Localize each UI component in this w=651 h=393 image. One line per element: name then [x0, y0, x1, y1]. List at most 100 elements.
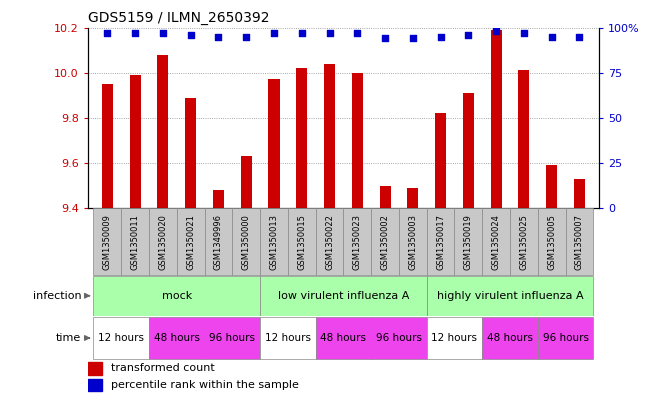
Point	[408, 35, 418, 42]
Text: 48 hours: 48 hours	[154, 333, 200, 343]
Bar	[482, 208, 510, 275]
Text: GSM1350007: GSM1350007	[575, 214, 584, 270]
Point	[158, 30, 168, 36]
Text: GDS5159 / ILMN_2650392: GDS5159 / ILMN_2650392	[88, 11, 270, 25]
Bar	[88, 378, 102, 391]
Point	[324, 30, 335, 36]
Bar	[324, 64, 335, 208]
Text: GSM1350023: GSM1350023	[353, 214, 362, 270]
Text: GSM1350005: GSM1350005	[547, 214, 556, 270]
Point	[546, 33, 557, 40]
Bar	[426, 317, 482, 359]
Bar	[344, 208, 371, 275]
Bar	[185, 97, 196, 208]
Point	[241, 33, 251, 40]
Text: mock: mock	[161, 291, 192, 301]
Bar	[463, 93, 474, 208]
Bar	[94, 276, 260, 316]
Text: GSM1350013: GSM1350013	[270, 214, 279, 270]
Bar	[260, 208, 288, 275]
Point	[352, 30, 363, 36]
Text: infection: infection	[33, 291, 81, 301]
Bar	[213, 190, 224, 208]
Point	[574, 33, 585, 40]
Point	[214, 33, 224, 40]
Bar	[288, 208, 316, 275]
Text: 96 hours: 96 hours	[376, 333, 422, 343]
Bar	[518, 70, 529, 208]
Text: GSM1350011: GSM1350011	[131, 214, 139, 270]
Bar	[546, 165, 557, 208]
Bar	[566, 208, 593, 275]
Bar	[316, 317, 371, 359]
Text: GSM1350009: GSM1350009	[103, 214, 112, 270]
Bar	[408, 188, 419, 208]
Bar	[149, 317, 204, 359]
Text: 12 hours: 12 hours	[432, 333, 477, 343]
Text: GSM1350020: GSM1350020	[158, 214, 167, 270]
Bar	[352, 73, 363, 208]
Point	[491, 28, 501, 34]
Text: highly virulent influenza A: highly virulent influenza A	[437, 291, 583, 301]
Text: GSM1350025: GSM1350025	[519, 214, 529, 270]
Bar	[296, 68, 307, 208]
Bar	[88, 362, 102, 375]
Bar	[268, 79, 279, 208]
Point	[380, 35, 390, 42]
Bar	[426, 276, 593, 316]
Point	[186, 31, 196, 38]
Text: GSM1350000: GSM1350000	[242, 214, 251, 270]
Bar	[260, 276, 426, 316]
Text: 12 hours: 12 hours	[265, 333, 311, 343]
Bar	[204, 317, 260, 359]
Bar	[204, 208, 232, 275]
Text: 48 hours: 48 hours	[320, 333, 367, 343]
Bar	[482, 317, 538, 359]
Text: GSM1349996: GSM1349996	[214, 214, 223, 270]
Bar	[94, 317, 149, 359]
Bar	[158, 55, 169, 208]
Bar	[399, 208, 426, 275]
Bar	[435, 113, 446, 208]
Point	[102, 30, 113, 36]
Text: GSM1350022: GSM1350022	[325, 214, 334, 270]
Bar	[177, 208, 204, 275]
Text: GSM1350024: GSM1350024	[492, 214, 501, 270]
Text: GSM1350002: GSM1350002	[381, 214, 389, 270]
Text: 96 hours: 96 hours	[542, 333, 589, 343]
Bar	[380, 185, 391, 208]
Text: 48 hours: 48 hours	[487, 333, 533, 343]
Point	[463, 31, 473, 38]
Bar	[121, 208, 149, 275]
Bar	[149, 208, 177, 275]
Text: low virulent influenza A: low virulent influenza A	[278, 291, 409, 301]
Text: time: time	[56, 333, 81, 343]
Point	[436, 33, 446, 40]
Point	[269, 30, 279, 36]
Bar	[510, 208, 538, 275]
Bar	[538, 317, 593, 359]
Bar	[371, 208, 399, 275]
Bar	[538, 208, 566, 275]
Bar	[454, 208, 482, 275]
Point	[519, 30, 529, 36]
Bar	[94, 208, 121, 275]
Point	[130, 30, 141, 36]
Text: GSM1350017: GSM1350017	[436, 214, 445, 270]
Text: percentile rank within the sample: percentile rank within the sample	[111, 380, 299, 390]
Bar	[316, 208, 344, 275]
Text: 12 hours: 12 hours	[98, 333, 145, 343]
Text: GSM1350003: GSM1350003	[408, 214, 417, 270]
Text: GSM1350019: GSM1350019	[464, 214, 473, 270]
Point	[297, 30, 307, 36]
Text: 96 hours: 96 hours	[210, 333, 255, 343]
Bar	[574, 179, 585, 208]
Bar	[491, 30, 502, 208]
Text: transformed count: transformed count	[111, 363, 215, 373]
Bar	[130, 75, 141, 208]
Bar	[260, 317, 316, 359]
Bar	[371, 317, 426, 359]
Bar	[426, 208, 454, 275]
Bar	[102, 84, 113, 208]
Bar	[232, 208, 260, 275]
